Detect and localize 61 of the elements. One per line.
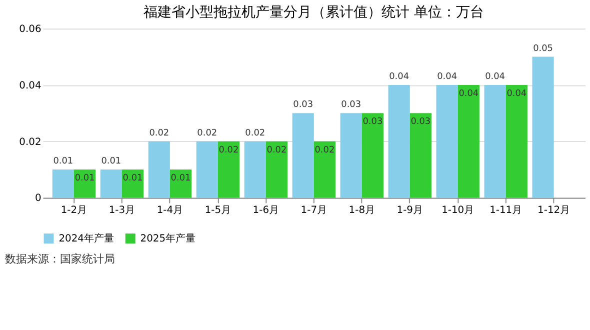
x-tick-label: 1-2月	[60, 205, 88, 216]
bar	[410, 113, 432, 198]
data-label: 0.01	[170, 173, 191, 184]
bar	[436, 84, 458, 198]
bar	[340, 113, 362, 198]
bar	[170, 170, 192, 198]
data-label: 0.02	[218, 145, 239, 156]
bar	[52, 170, 74, 198]
data-label: 0.04	[506, 88, 527, 99]
bar	[314, 141, 336, 198]
x-tick-label: 1-5月	[204, 205, 232, 216]
x-tick-label: 1-7月	[300, 205, 328, 216]
x-tick-label: 1-10月	[442, 205, 474, 216]
bar	[100, 170, 122, 198]
data-label: 0.05	[533, 44, 553, 54]
bar	[484, 84, 506, 198]
data-label: 0.03	[410, 117, 431, 128]
legend-label: 2025年产量	[140, 232, 196, 244]
bar	[458, 84, 480, 198]
data-label: 0.02	[149, 128, 170, 138]
y-tick-label: 0.06	[19, 24, 42, 36]
data-label: 0.02	[197, 128, 218, 138]
data-label: 0.02	[245, 128, 266, 138]
data-label: 0.01	[101, 156, 122, 167]
x-tick-label: 1-12月	[538, 205, 570, 216]
bar	[122, 170, 144, 198]
data-label: 0.04	[437, 72, 458, 82]
x-tick-label: 1-4月	[156, 205, 184, 216]
y-tick-label: 0.04	[19, 80, 42, 92]
bar	[218, 141, 240, 198]
x-tick-label: 1-3月	[108, 205, 136, 216]
bar	[506, 84, 528, 198]
data-label: 0.03	[341, 100, 362, 110]
data-label: 0.02	[314, 145, 335, 156]
bar	[196, 141, 218, 198]
bar	[266, 141, 288, 198]
data-label: 0.01	[74, 173, 95, 184]
data-label: 0.01	[53, 156, 74, 167]
bar	[388, 84, 410, 198]
bar	[148, 141, 170, 198]
data-label: 0.03	[293, 100, 314, 110]
chart-title: 福建省小型拖拉机产量分月（累计值）统计 单位：万台	[144, 4, 484, 21]
data-label: 0.02	[266, 145, 287, 156]
bar	[532, 56, 554, 198]
bar	[292, 113, 314, 198]
y-tick-label: 0.02	[19, 136, 42, 148]
bar	[244, 141, 266, 198]
data-label: 0.01	[122, 173, 143, 184]
x-tick-label: 1-9月	[396, 205, 423, 216]
bar	[74, 170, 96, 198]
y-tick-label: 0	[34, 193, 42, 204]
data-label: 0.04	[485, 72, 506, 82]
x-tick-label: 1-11月	[490, 205, 522, 216]
x-tick-label: 1-8月	[348, 205, 376, 216]
x-tick-label: 1-6月	[252, 205, 280, 216]
data-label: 0.04	[389, 72, 410, 82]
legend-label: 2024年产量	[58, 232, 114, 244]
data-label: 0.03	[362, 117, 383, 128]
source-note: 数据来源：国家统计局	[4, 252, 115, 266]
bar	[362, 113, 384, 198]
data-label: 0.04	[458, 88, 479, 99]
